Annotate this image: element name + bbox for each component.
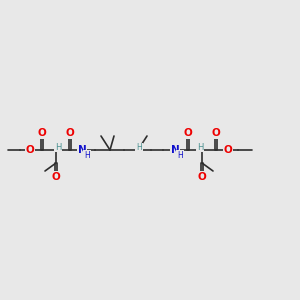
Text: H: H [136,143,142,152]
Text: H: H [84,151,90,160]
Text: O: O [212,128,220,138]
Text: N: N [78,145,86,155]
Text: H: H [197,142,203,152]
Text: O: O [66,128,74,138]
Text: H: H [55,142,61,152]
Text: H: H [177,151,183,160]
Text: O: O [198,172,206,182]
Text: O: O [52,172,60,182]
Text: O: O [26,145,34,155]
Text: O: O [38,128,46,138]
Text: O: O [224,145,232,155]
Text: N: N [171,145,179,155]
Text: O: O [184,128,192,138]
